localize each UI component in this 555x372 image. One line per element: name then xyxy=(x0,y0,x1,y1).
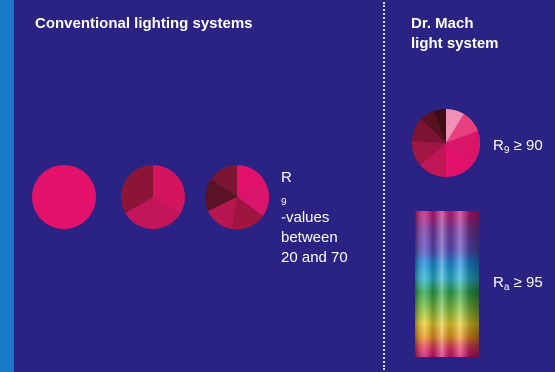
dr-mach-heading-line-1: Dr. Mach xyxy=(411,15,474,32)
r9-threshold: ≥ 90 xyxy=(509,137,543,154)
ra-dr-mach-label: Ra ≥ 95 xyxy=(493,273,543,293)
sector xyxy=(205,179,237,211)
sector xyxy=(153,165,185,213)
spectrum-shading xyxy=(415,211,479,357)
dr-mach-sector-disc xyxy=(411,108,481,178)
r-symbol: R xyxy=(281,169,292,186)
spectrum-bar xyxy=(415,211,479,357)
sector xyxy=(446,114,478,143)
three-sector-disc xyxy=(121,165,185,229)
sector xyxy=(446,108,464,143)
sector xyxy=(125,197,181,229)
conventional-heading: Conventional lighting systems xyxy=(35,15,253,32)
sector xyxy=(420,143,446,178)
dotted-divider xyxy=(383,2,385,370)
r-subscript: 9 xyxy=(281,197,287,208)
sector xyxy=(434,108,446,143)
dr-mach-heading-line-2: light system xyxy=(411,35,499,52)
sector xyxy=(237,165,267,197)
r-symbol: R xyxy=(493,137,504,154)
solid-magenta-disc xyxy=(32,165,96,229)
r-subscript: a xyxy=(503,282,510,293)
sector xyxy=(411,141,446,165)
sector xyxy=(446,131,481,164)
r9-conventional-label: R 9 -values between 20 and 70 xyxy=(281,168,371,268)
sector xyxy=(232,197,263,230)
left-accent-stripe xyxy=(0,0,14,372)
multi-sector-disc xyxy=(205,165,270,230)
r9-conventional-line-2: between xyxy=(281,229,338,246)
values-text: -values xyxy=(281,209,330,226)
ra-threshold: ≥ 95 xyxy=(509,274,543,291)
sector xyxy=(237,185,270,216)
dr-mach-heading: Dr. Mach light system xyxy=(411,14,531,54)
sector xyxy=(446,143,473,178)
sector xyxy=(211,165,237,197)
sector xyxy=(412,119,446,143)
r-symbol: R xyxy=(493,274,504,291)
sector xyxy=(421,111,446,143)
r9-dr-mach-label: R9 ≥ 90 xyxy=(493,136,543,156)
r9-conventional-line-1: R 9 -values xyxy=(281,168,371,228)
sector xyxy=(208,197,237,229)
r-subscript: 9 xyxy=(503,145,510,156)
sector xyxy=(121,165,153,213)
r9-conventional-line-3: 20 and 70 xyxy=(281,249,348,266)
